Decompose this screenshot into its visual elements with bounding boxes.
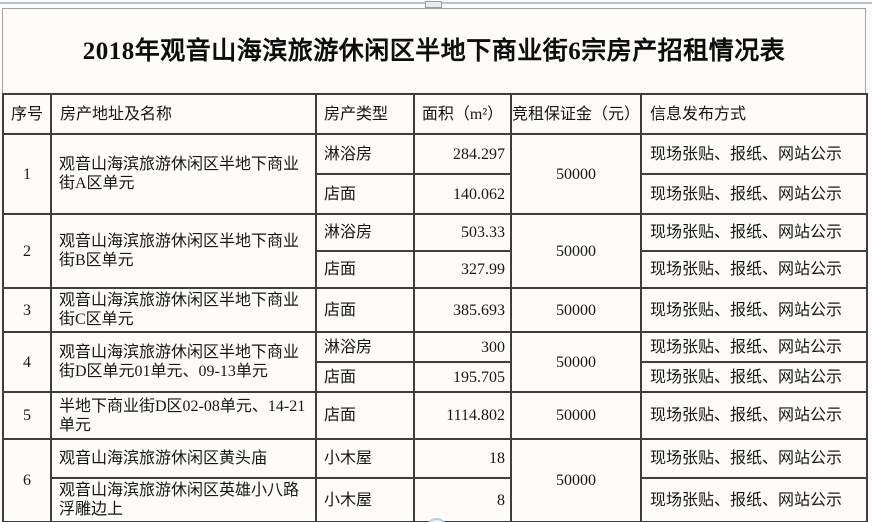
publish-cell: 现场张贴、报纸、网站公示 — [640, 133, 868, 175]
area-cell: 18 — [413, 438, 512, 479]
header-no: 序号 — [2, 93, 52, 135]
row-no-cell: 4 — [2, 331, 52, 393]
table-row: 4 观音山海滨旅游休闲区半地下商业街D区单元01单元、09-13单元 淋浴房 3… — [2, 331, 868, 393]
type-cell: 店面 — [315, 250, 415, 289]
publish-cell: 现场张贴、报纸、网站公示 — [640, 361, 868, 393]
rental-table: 序号 房产地址及名称 房产类型 面积（m²） 竞租保证金（元） 信息发布方式 1… — [2, 93, 868, 522]
address-cell: 观音山海滨旅游休闲区半地下商业街C区单元 — [50, 287, 317, 333]
table-row: 1 观音山海滨旅游休闲区半地下商业街A区单元 淋浴房 284.297 50000… — [2, 133, 868, 215]
publish-cell: 现场张贴、报纸、网站公示 — [640, 391, 868, 440]
publish-cell: 现场张贴、报纸、网站公示 — [640, 213, 868, 252]
deposit-cell: 50000 — [510, 213, 642, 289]
table-row: 店面 140.062 现场张贴、报纸、网站公示 — [3, 173, 868, 215]
area-cell: 140.062 — [413, 173, 512, 215]
deposit-cell: 50000 — [510, 133, 642, 215]
type-cell: 店面 — [315, 173, 415, 215]
header-area: 面积（m²） — [413, 93, 512, 135]
deposit-cell: 50000 — [510, 331, 642, 393]
table-row: 3 观音山海滨旅游休闲区半地下商业街C区单元 店面 385.693 50000 … — [2, 287, 868, 333]
type-cell: 店面 — [315, 361, 415, 393]
type-cell: 淋浴房 — [315, 213, 415, 252]
table-row: 6 观音山海滨旅游休闲区黄头庙 小木屋 18 50000 现场张贴、报纸、网站公… — [2, 438, 868, 522]
area-cell: 1114.802 — [413, 391, 512, 440]
address-cell: 半地下商业街D区02-08单元、14-21单元 — [50, 391, 317, 440]
row-no-cell: 3 — [2, 287, 52, 333]
address-cell: 观音山海滨旅游休闲区半地下商业街A区单元 — [50, 133, 317, 215]
publish-cell: 现场张贴、报纸、网站公示 — [640, 477, 868, 522]
deposit-cell: 50000 — [510, 391, 642, 440]
header-publish: 信息发布方式 — [640, 93, 868, 135]
publish-cell: 现场张贴、报纸、网站公示 — [640, 173, 868, 215]
address-cell: 观音山海滨旅游休闲区半地下商业街D区单元01单元、09-13单元 — [50, 331, 317, 393]
type-cell: 小木屋 — [315, 438, 415, 479]
row-no-cell: 2 — [2, 213, 52, 289]
area-cell: 300 — [413, 331, 512, 363]
type-cell: 店面 — [315, 287, 415, 333]
deposit-cell: 50000 — [510, 287, 642, 333]
page-title: 2018年观音山海滨旅游休闲区半地下商业街6宗房产招租情况表 — [82, 38, 786, 65]
deposit-cell: 50000 — [510, 438, 642, 522]
area-cell: 284.297 — [413, 133, 512, 175]
row-no-cell: 1 — [2, 133, 52, 215]
type-cell: 店面 — [315, 391, 415, 440]
row-no-cell: 6 — [2, 438, 52, 522]
type-cell: 淋浴房 — [315, 331, 415, 363]
table-row: 店面 195.705 现场张贴、报纸、网站公示 — [3, 361, 868, 393]
row-no-cell: 5 — [2, 391, 52, 440]
area-cell: 8 — [413, 477, 512, 522]
header-address: 房产地址及名称 — [50, 93, 317, 135]
publish-cell: 现场张贴、报纸、网站公示 — [640, 331, 868, 363]
table-row: 5 半地下商业街D区02-08单元、14-21单元 店面 1114.802 50… — [2, 391, 868, 440]
area-cell: 195.705 — [413, 361, 512, 393]
table-row: 2 观音山海滨旅游休闲区半地下商业街B区单元 淋浴房 503.33 50000 … — [2, 213, 868, 289]
publish-cell: 现场张贴、报纸、网站公示 — [640, 438, 868, 479]
address-cell: 观音山海滨旅游休闲区半地下商业街B区单元 — [50, 213, 317, 289]
header-deposit: 竞租保证金（元） — [510, 93, 642, 135]
top-notch-handle — [425, 1, 442, 8]
type-cell: 淋浴房 — [315, 133, 415, 175]
table-row: 观音山海滨旅游休闲区英雄小八路浮雕边上 小木屋 8 现场张贴、报纸、网站公示 — [3, 477, 868, 522]
publish-cell: 现场张贴、报纸、网站公示 — [640, 250, 868, 289]
address-cell: 观音山海滨旅游休闲区黄头庙 — [50, 438, 317, 479]
area-cell: 503.33 — [413, 213, 512, 252]
header-type: 房产类型 — [315, 93, 415, 135]
table-header-row: 序号 房产地址及名称 房产类型 面积（m²） 竞租保证金（元） 信息发布方式 — [2, 93, 868, 135]
publish-cell: 现场张贴、报纸、网站公示 — [640, 287, 868, 333]
address-cell: 观音山海滨旅游休闲区英雄小八路浮雕边上 — [50, 477, 317, 522]
type-cell: 小木屋 — [315, 477, 415, 522]
area-cell: 327.99 — [413, 250, 512, 289]
table-row: 店面 327.99 现场张贴、报纸、网站公示 — [3, 250, 868, 289]
area-cell: 385.693 — [413, 287, 512, 333]
